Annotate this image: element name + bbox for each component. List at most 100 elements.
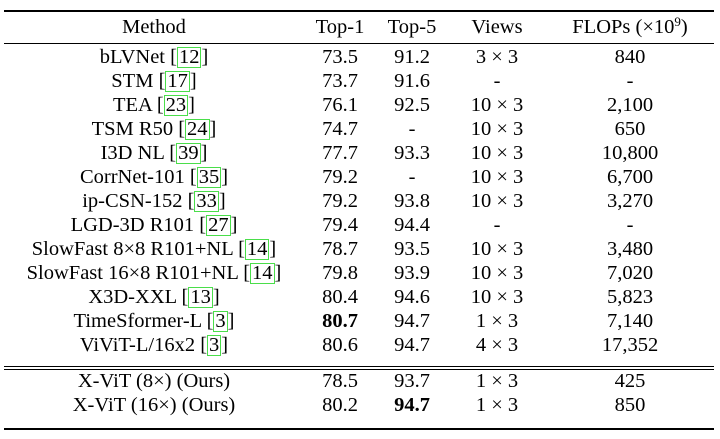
header-top5: Top-5 xyxy=(387,16,437,38)
top1-cell: 73.5 xyxy=(322,46,358,68)
header-rule xyxy=(4,43,714,44)
top5-cell: 93.3 xyxy=(394,142,430,164)
top1-cell: 78.5 xyxy=(322,370,358,392)
table-row: TEA [23] 76.1 92.5 10 × 3 2,100 xyxy=(4,93,714,117)
views-cell: 10 × 3 xyxy=(470,142,524,164)
flops-cell: 3,270 xyxy=(606,190,654,212)
method-cell: CorrNet-101 [35] xyxy=(4,165,304,189)
flops-cell: 425 xyxy=(614,370,646,392)
header-row: Method Top-1 Top-5 Views FLOPs (×109) xyxy=(4,13,714,41)
top1-cell: 74.7 xyxy=(322,118,358,140)
method-name: ip-CSN-152 xyxy=(82,190,183,212)
flops-cell: 840 xyxy=(614,46,646,68)
citation-link[interactable]: 17 xyxy=(165,70,190,92)
flops-cell: 7,020 xyxy=(606,262,654,284)
views-cell: 1 × 3 xyxy=(475,310,519,332)
top1-cell: 79.8 xyxy=(322,262,358,284)
citation-link[interactable]: 33 xyxy=(194,190,219,212)
citation-link[interactable]: 23 xyxy=(163,94,189,116)
table-row: LGD-3D R101 [27] 79.4 94.4 - - xyxy=(4,213,714,237)
top1-cell: 76.1 xyxy=(322,94,358,116)
method-name: X3D-XXL xyxy=(88,286,177,308)
top5-cell: 92.5 xyxy=(394,94,430,116)
citation: [3] xyxy=(206,310,235,332)
top5-cell: 93.8 xyxy=(394,190,430,212)
ours-row: X-ViT (16×) (Ours) 80.2 94.7 1 × 3 850 xyxy=(4,393,714,417)
method-cell: SlowFast 16×8 R101+NL [14] xyxy=(4,261,304,285)
comparison-table: Method Top-1 Top-5 Views FLOPs (×109) bL… xyxy=(4,13,714,417)
table-row: I3D NL [39] 77.7 93.3 10 × 3 10,800 xyxy=(4,141,714,165)
citation-link[interactable]: 13 xyxy=(188,286,213,308)
views-cell: 10 × 3 xyxy=(470,286,524,308)
method-cell: STM [17] xyxy=(4,69,304,93)
method-cell: SlowFast 8×8 R101+NL [14] xyxy=(4,237,304,261)
top1-cell: 79.4 xyxy=(322,214,358,236)
citation: [35] xyxy=(189,166,229,188)
views-cell: 1 × 3 xyxy=(475,370,519,392)
citation-link[interactable]: 39 xyxy=(176,142,201,164)
table-row: SlowFast 8×8 R101+NL [14] 78.7 93.5 10 × 3 3… xyxy=(4,237,714,261)
views-cell: 10 × 3 xyxy=(470,262,524,284)
citation: [3] xyxy=(200,334,229,356)
citation: [27] xyxy=(199,214,238,236)
flops-cell: 6,700 xyxy=(606,166,654,188)
top5-cell: 94.7 xyxy=(394,394,430,416)
views-cell: 4 × 3 xyxy=(475,334,519,356)
citation-link[interactable]: 24 xyxy=(185,118,210,140)
ours-separator-rule-2 xyxy=(4,369,714,370)
method-name: TSM R50 xyxy=(91,118,174,140)
table-row: ip-CSN-152 [33] 79.2 93.8 10 × 3 3,270 xyxy=(4,189,714,213)
method-cell: X-ViT (16×) (Ours) xyxy=(72,394,236,416)
table-row: ViViT-L/16x2 [3] 80.6 94.7 4 × 3 17,352 xyxy=(4,333,714,357)
views-cell: - xyxy=(493,70,501,92)
citation: [33] xyxy=(187,190,226,212)
citation: [17] xyxy=(158,70,197,92)
top1-cell: 73.7 xyxy=(322,70,358,92)
method-cell: ip-CSN-152 [33] xyxy=(4,189,304,213)
top5-cell: 94.7 xyxy=(394,334,430,356)
ours-rows: X-ViT (8×) (Ours) 78.5 93.7 1 × 3 425 X-ViT (… xyxy=(4,357,714,417)
method-name: SlowFast 16×8 R101+NL xyxy=(26,262,239,284)
citation-link[interactable]: 27 xyxy=(206,214,231,236)
top5-cell: 91.6 xyxy=(394,70,430,92)
flops-cell: 850 xyxy=(614,394,646,416)
top1-cell: 79.2 xyxy=(322,166,358,188)
table-row: STM [17] 73.7 91.6 - - xyxy=(4,69,714,93)
ours-separator-rule-1 xyxy=(4,366,714,367)
method-name: STM xyxy=(111,70,154,92)
method-name: TEA xyxy=(113,94,152,116)
citation-link[interactable]: 3 xyxy=(213,310,228,332)
method-name: bLVNet xyxy=(99,46,165,68)
method-name: TimeSformer-L xyxy=(73,310,202,332)
method-name: I3D NL xyxy=(100,142,165,164)
views-cell: 10 × 3 xyxy=(470,166,524,188)
citation-link[interactable]: 3 xyxy=(207,334,222,356)
flops-cell: 650 xyxy=(614,118,646,140)
flops-cell: - xyxy=(626,214,634,236)
method-cell: TimeSformer-L [3] xyxy=(4,309,304,333)
top1-cell: 80.2 xyxy=(322,394,358,416)
table-row: SlowFast 16×8 R101+NL [14] 79.8 93.9 10 × 3… xyxy=(4,261,714,285)
header-method: Method xyxy=(122,16,186,38)
views-cell: 10 × 3 xyxy=(470,94,524,116)
method-cell: X-ViT (8×) (Ours) xyxy=(77,370,231,392)
top5-cell: 93.5 xyxy=(394,238,430,260)
table-row: X3D-XXL [13] 80.4 94.6 10 × 3 5,823 xyxy=(4,285,714,309)
top1-cell: 80.6 xyxy=(322,334,358,356)
top5-cell: 93.9 xyxy=(394,262,430,284)
flops-cell: 3,480 xyxy=(606,238,654,260)
method-cell: I3D NL [39] xyxy=(4,141,304,165)
citation-link[interactable]: 14 xyxy=(244,238,270,260)
citation-link[interactable]: 14 xyxy=(250,262,275,284)
citation-link[interactable]: 12 xyxy=(176,46,202,68)
baseline-rows: bLVNet [12] 73.5 91.2 3 × 3 840 STM [17] 73.7 9… xyxy=(4,41,714,357)
method-cell: bLVNet [12] xyxy=(4,41,304,69)
top1-cell: 77.7 xyxy=(322,142,358,164)
table-row: CorrNet-101 [35] 79.2 - 10 × 3 6,700 xyxy=(4,165,714,189)
header-flops: FLOPs (×109) xyxy=(572,14,688,38)
views-cell: - xyxy=(493,214,501,236)
bottom-rule xyxy=(4,428,714,430)
citation: [13] xyxy=(181,286,220,308)
citation-link[interactable]: 35 xyxy=(196,166,222,188)
